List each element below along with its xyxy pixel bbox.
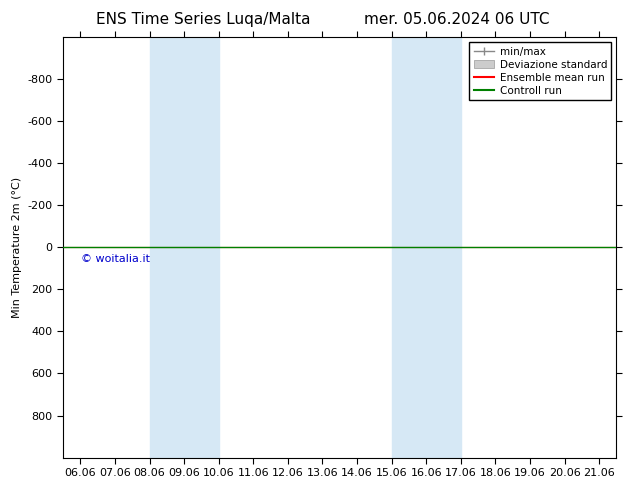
Bar [392,37,461,458]
Text: ENS Time Series Luqa/Malta: ENS Time Series Luqa/Malta [96,12,310,27]
Y-axis label: Min Temperature 2m (°C): Min Temperature 2m (°C) [12,177,22,318]
Legend: min/max, Deviazione standard, Ensemble mean run, Controll run: min/max, Deviazione standard, Ensemble m… [469,42,611,100]
Bar [150,37,219,458]
Text: mer. 05.06.2024 06 UTC: mer. 05.06.2024 06 UTC [364,12,549,27]
Text: © woitalia.it: © woitalia.it [81,254,150,264]
